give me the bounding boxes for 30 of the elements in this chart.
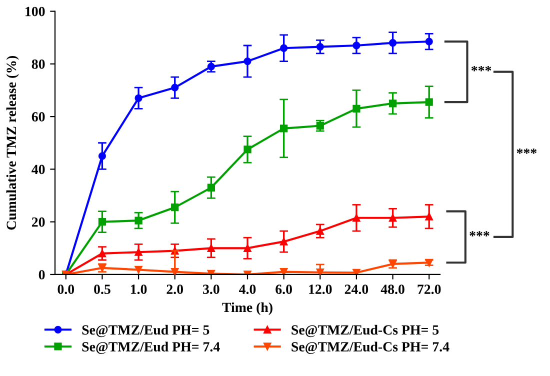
x-tick-label: 0.5 <box>94 284 110 294</box>
legend-label: Se@TMZ/Eud PH= 5 <box>82 324 210 338</box>
x-tick-label: 4.0 <box>239 284 256 294</box>
point <box>280 268 288 274</box>
point <box>134 266 142 274</box>
x-axis-title: Time (h) <box>222 302 272 315</box>
x-tick-label: 72.0 <box>418 284 441 294</box>
x-tick-label: 48.0 <box>380 284 404 294</box>
y-tick-label: 20 <box>32 217 45 227</box>
y-tick-label: 0 <box>38 270 45 280</box>
y-tick-label: 100 <box>26 6 45 16</box>
x-tick-label: 2.0 <box>166 284 184 294</box>
text: *** <box>471 66 492 72</box>
point <box>316 268 324 274</box>
x-tick-label: 3.0 <box>203 284 220 294</box>
x-tick-label: 1.0 <box>130 284 147 294</box>
y-tick-label: 40 <box>32 164 45 174</box>
x-tick-label: 12.0 <box>309 284 332 294</box>
legend-label: Se@TMZ/Eud-Cs PH= 7.4 <box>292 342 450 354</box>
y-tick-label: 80 <box>32 60 45 69</box>
y-tick-label: 60 <box>32 112 45 122</box>
x-tick-label: 6.0 <box>276 284 292 294</box>
legend-label: Se@TMZ/Eud-Cs PH= 5 <box>292 324 439 338</box>
text: *** <box>516 148 537 154</box>
point <box>352 268 360 274</box>
x-tick-label: 0.0 <box>58 284 74 294</box>
x-tick-label: 24.0 <box>344 284 368 294</box>
y-axis-title: Cumulative TMZ release (%) <box>6 56 19 230</box>
text: *** <box>470 231 490 236</box>
legend-label: Se@TMZ/Eud PH= 7.4 <box>82 342 220 354</box>
